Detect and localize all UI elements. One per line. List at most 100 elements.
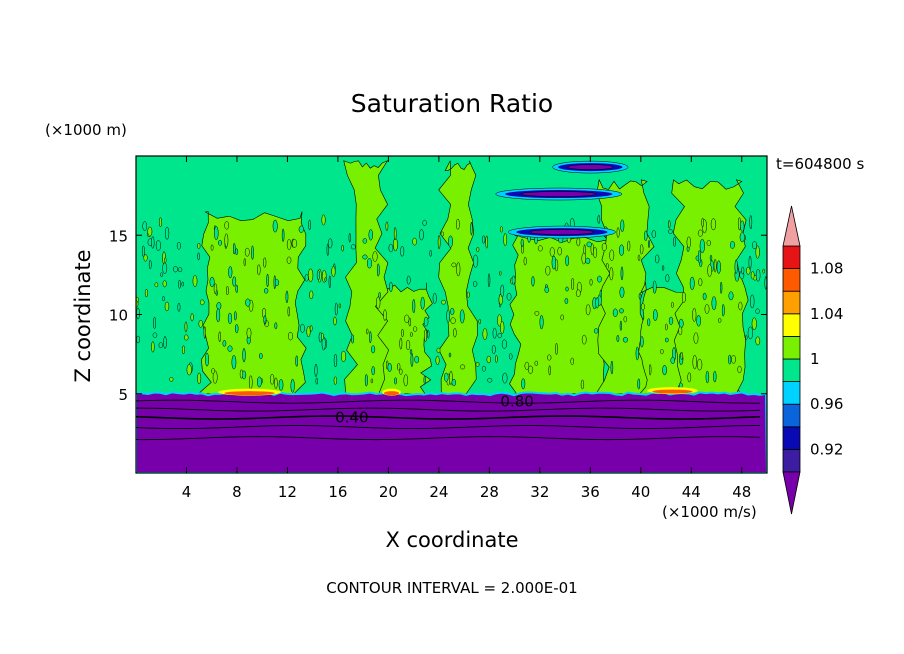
plume-7: [671, 179, 749, 395]
speckle: [164, 257, 167, 263]
speckle: [372, 251, 378, 262]
speckle: [737, 365, 742, 374]
x-tick-label: 4: [182, 483, 192, 501]
speckle: [755, 245, 760, 259]
dry-streak-core-0: [520, 191, 597, 197]
speckle: [728, 354, 732, 365]
x-tick-label: 16: [328, 483, 347, 501]
speckle: [306, 325, 311, 338]
speckle: [545, 265, 551, 276]
speckle: [547, 354, 552, 361]
speckle: [698, 278, 703, 287]
y-unit-label: (×1000 m): [45, 121, 127, 139]
speckle: [450, 307, 455, 316]
colorbar-label: 1: [810, 350, 820, 368]
speckle: [376, 296, 381, 309]
speckle: [551, 255, 557, 270]
speckle: [410, 332, 413, 337]
speckle: [224, 233, 229, 248]
speckle: [448, 352, 452, 358]
speckle: [308, 219, 311, 231]
speckle: [239, 369, 244, 379]
dry-streak-core-1: [529, 229, 595, 235]
speckle: [419, 229, 424, 241]
colorbar-swatch-3: [782, 381, 801, 405]
speckle: [752, 241, 758, 250]
speckle: [581, 252, 587, 265]
speckle: [210, 244, 214, 251]
colorbar-label: 0.92: [810, 440, 843, 458]
speckle: [466, 291, 470, 298]
speckle: [142, 221, 147, 231]
speckle: [245, 298, 251, 307]
speckle: [414, 355, 420, 364]
speckle: [660, 349, 664, 355]
speckle: [423, 375, 426, 385]
speckle: [266, 273, 269, 288]
speckle: [263, 257, 267, 268]
y-tick-label: 5: [118, 386, 128, 404]
speckle: [314, 363, 318, 378]
speckle: [597, 214, 601, 224]
speckle: [211, 368, 215, 374]
speckle: [486, 355, 491, 364]
speckle: [593, 328, 599, 334]
speckle: [427, 329, 430, 339]
speckle: [287, 306, 290, 317]
speckle: [622, 336, 628, 343]
y-axis-label: Z coordinate: [71, 249, 95, 382]
speckle: [503, 233, 508, 247]
speckle: [422, 219, 427, 227]
colorbar-swatch-1: [782, 426, 801, 450]
speckle: [410, 352, 414, 368]
speckle: [286, 239, 292, 250]
speckle: [755, 336, 761, 346]
speckle: [190, 313, 194, 322]
speckle: [501, 339, 507, 349]
colorbar: 0.92 0.96 1 1.04 1.08: [782, 205, 843, 515]
speckle: [184, 321, 188, 333]
speckle: [586, 241, 592, 248]
speckle: [527, 365, 534, 374]
speckle: [226, 286, 229, 296]
speckle: [478, 318, 482, 325]
speckle: [701, 217, 704, 228]
speckle: [198, 320, 203, 328]
speckle: [644, 230, 648, 242]
speckle: [154, 282, 159, 288]
speckle: [565, 286, 569, 292]
speckle: [364, 373, 368, 387]
speckle: [406, 339, 411, 351]
speckle: [738, 301, 743, 311]
speckle: [499, 270, 502, 276]
speckle: [141, 245, 145, 257]
contour-label-1: 0.40: [335, 409, 368, 427]
speckle: [637, 254, 641, 261]
speckle: [696, 315, 701, 327]
speckle: [331, 266, 336, 277]
speckle: [227, 312, 233, 325]
speckle: [369, 331, 372, 344]
speckle: [370, 378, 374, 384]
speckle: [649, 364, 652, 376]
speckle: [291, 239, 298, 248]
speckle: [523, 256, 527, 266]
speckle: [136, 307, 140, 320]
speckle: [273, 275, 276, 290]
speckle: [500, 284, 505, 298]
speckle: [333, 376, 337, 385]
speckle: [640, 336, 644, 348]
speckle: [448, 235, 453, 248]
speckle: [731, 355, 736, 364]
speckle: [750, 271, 755, 280]
speckle: [338, 303, 342, 309]
speckle: [162, 280, 167, 288]
speckle: [670, 356, 675, 364]
speckle: [581, 334, 587, 345]
dry-streaks: [495, 160, 629, 239]
speckle: [234, 324, 239, 334]
y-axis-ticks: 5 10 15: [109, 227, 767, 404]
speckle: [610, 360, 614, 375]
speckle: [181, 281, 184, 287]
